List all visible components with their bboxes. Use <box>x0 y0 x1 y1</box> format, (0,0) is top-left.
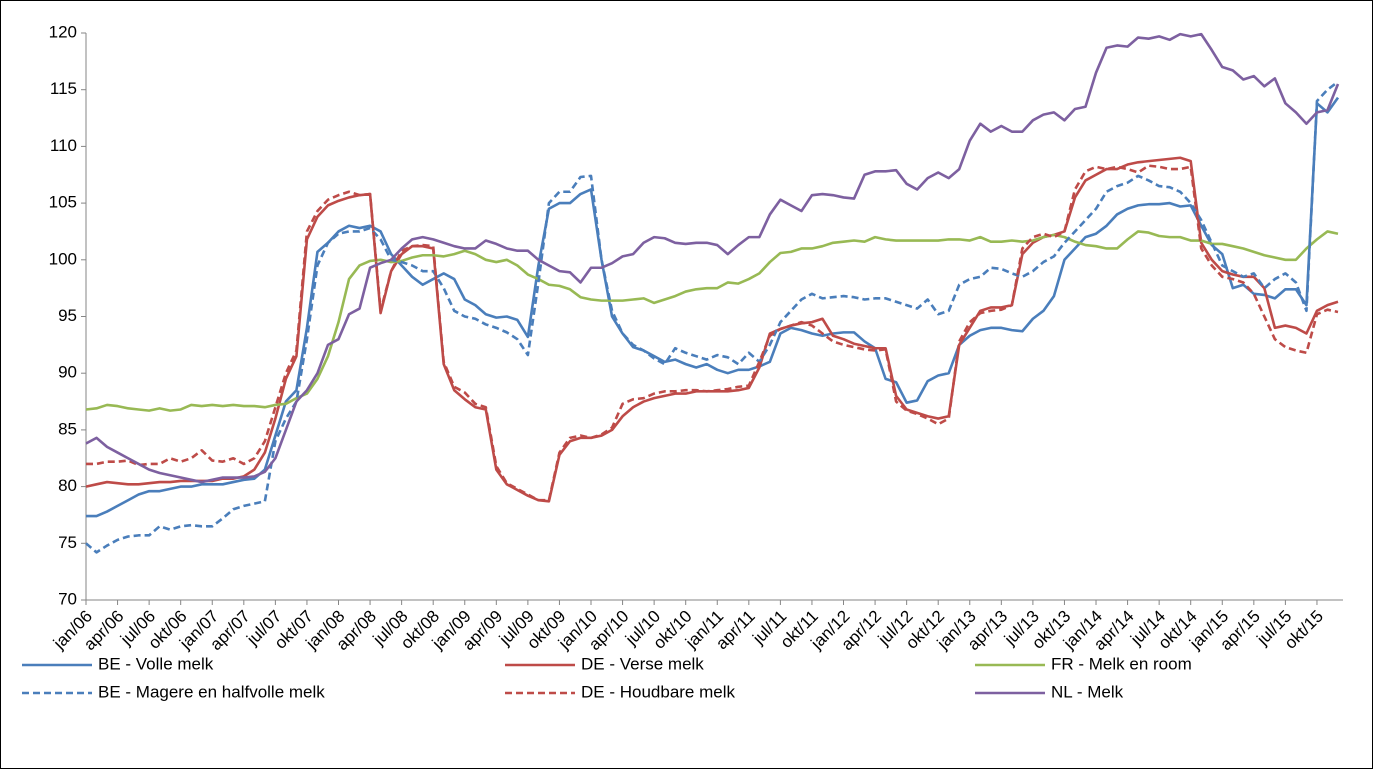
y-tick-label: 105 <box>49 193 77 212</box>
series-line <box>86 96 1340 518</box>
y-tick-label: 75 <box>58 533 77 552</box>
legend-label: DE - Houdbare melk <box>581 682 736 701</box>
legend-label: DE - Verse melk <box>581 654 704 673</box>
y-tick-label: 95 <box>58 306 77 325</box>
y-tick-label: 115 <box>50 79 77 98</box>
series-line <box>85 230 1339 412</box>
legend-label: NL - Melk <box>1051 682 1124 701</box>
y-tick-label: 100 <box>49 249 77 268</box>
series-line <box>85 32 1340 484</box>
series-line <box>85 156 1339 503</box>
legend-label: BE - Magere en halfvolle melk <box>98 682 325 701</box>
y-tick-label: 120 <box>49 22 77 41</box>
y-tick-label: 90 <box>58 363 77 382</box>
y-tick-label: 85 <box>58 419 77 438</box>
y-tick-label: 70 <box>58 589 77 608</box>
legend-label: BE - Volle melk <box>98 654 214 673</box>
y-tick-label: 110 <box>50 136 77 155</box>
legend-label: FR - Melk en room <box>1051 654 1192 673</box>
y-tick-label: 80 <box>58 476 77 495</box>
